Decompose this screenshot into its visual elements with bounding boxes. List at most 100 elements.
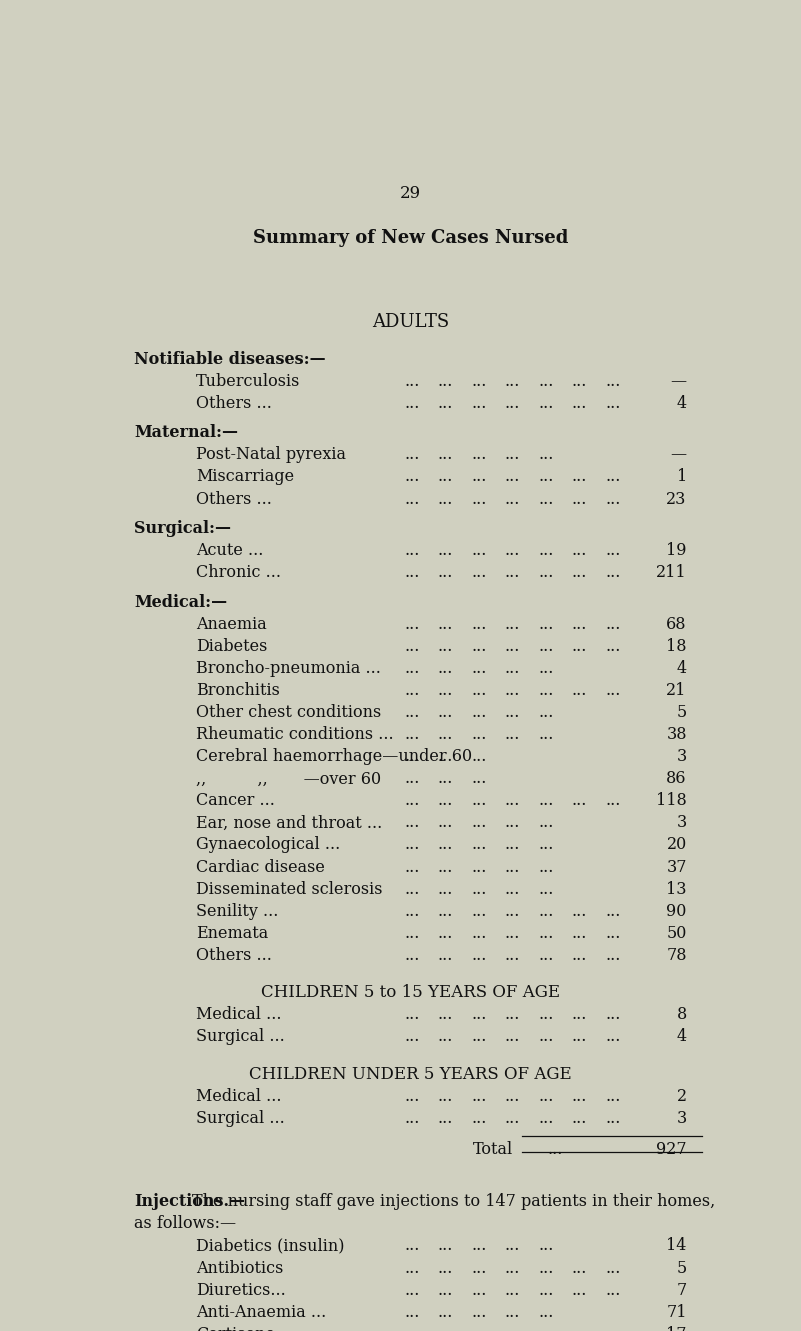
Text: ...: ... bbox=[471, 704, 487, 721]
Text: ...: ... bbox=[405, 1238, 420, 1255]
Text: Senility ...: Senility ... bbox=[196, 902, 279, 920]
Text: ...: ... bbox=[505, 836, 520, 853]
Text: ...: ... bbox=[471, 727, 487, 743]
Text: ...: ... bbox=[606, 564, 621, 582]
Text: ...: ... bbox=[606, 616, 621, 634]
Text: ...: ... bbox=[606, 1326, 621, 1331]
Text: ...: ... bbox=[505, 925, 520, 941]
Text: 20: 20 bbox=[666, 836, 686, 853]
Text: ...: ... bbox=[471, 1238, 487, 1255]
Text: ...: ... bbox=[438, 704, 453, 721]
Text: 38: 38 bbox=[666, 727, 686, 743]
Text: 118: 118 bbox=[656, 792, 686, 809]
Text: —: — bbox=[670, 446, 686, 463]
Text: 86: 86 bbox=[666, 771, 686, 788]
Text: Chronic ...: Chronic ... bbox=[196, 564, 281, 582]
Text: ...: ... bbox=[572, 792, 587, 809]
Text: ...: ... bbox=[405, 660, 420, 677]
Text: ...: ... bbox=[438, 1028, 453, 1045]
Text: Medical:—: Medical:— bbox=[135, 594, 227, 611]
Text: ...: ... bbox=[405, 683, 420, 699]
Text: ...: ... bbox=[505, 727, 520, 743]
Text: ...: ... bbox=[538, 1282, 553, 1299]
Text: ...: ... bbox=[505, 946, 520, 964]
Text: ...: ... bbox=[471, 836, 487, 853]
Text: 5: 5 bbox=[677, 1259, 686, 1276]
Text: ...: ... bbox=[538, 446, 553, 463]
Text: ...: ... bbox=[438, 395, 453, 411]
Text: ...: ... bbox=[471, 638, 487, 655]
Text: ...: ... bbox=[505, 1110, 520, 1127]
Text: ...: ... bbox=[471, 946, 487, 964]
Text: Others ...: Others ... bbox=[196, 395, 272, 411]
Text: ...: ... bbox=[405, 1110, 420, 1127]
Text: Surgical:—: Surgical:— bbox=[135, 520, 231, 538]
Text: ...: ... bbox=[572, 946, 587, 964]
Text: ...: ... bbox=[606, 373, 621, 390]
Text: ...: ... bbox=[405, 1028, 420, 1045]
Text: ...: ... bbox=[572, 564, 587, 582]
Text: Post-Natal pyrexia: Post-Natal pyrexia bbox=[196, 446, 346, 463]
Text: ...: ... bbox=[606, 638, 621, 655]
Text: ...: ... bbox=[471, 1028, 487, 1045]
Text: 13: 13 bbox=[666, 881, 686, 897]
Text: ...: ... bbox=[471, 1303, 487, 1320]
Text: Anti-Anaemia ...: Anti-Anaemia ... bbox=[196, 1303, 327, 1320]
Text: ...: ... bbox=[538, 542, 553, 559]
Text: ...: ... bbox=[405, 1326, 420, 1331]
Text: ...: ... bbox=[505, 858, 520, 876]
Text: ...: ... bbox=[538, 946, 553, 964]
Text: ...: ... bbox=[505, 469, 520, 486]
Text: ...: ... bbox=[505, 542, 520, 559]
Text: Rheumatic conditions ...: Rheumatic conditions ... bbox=[196, 727, 394, 743]
Text: 7: 7 bbox=[677, 1282, 686, 1299]
Text: ...: ... bbox=[438, 446, 453, 463]
Text: ...: ... bbox=[405, 881, 420, 897]
Text: ...: ... bbox=[505, 1028, 520, 1045]
Text: 3: 3 bbox=[677, 1110, 686, 1127]
Text: ...: ... bbox=[538, 727, 553, 743]
Text: 8: 8 bbox=[677, 1006, 686, 1024]
Text: ...: ... bbox=[505, 1006, 520, 1024]
Text: 927: 927 bbox=[656, 1141, 686, 1158]
Text: ...: ... bbox=[538, 373, 553, 390]
Text: ...: ... bbox=[606, 469, 621, 486]
Text: ...: ... bbox=[505, 1282, 520, 1299]
Text: ...: ... bbox=[572, 1028, 587, 1045]
Text: ...: ... bbox=[438, 946, 453, 964]
Text: —: — bbox=[670, 373, 686, 390]
Text: ...: ... bbox=[505, 446, 520, 463]
Text: ...: ... bbox=[547, 1141, 562, 1158]
Text: ...: ... bbox=[505, 395, 520, 411]
Text: ...: ... bbox=[438, 902, 453, 920]
Text: CHILDREN UNDER 5 YEARS OF AGE: CHILDREN UNDER 5 YEARS OF AGE bbox=[249, 1066, 572, 1082]
Text: ...: ... bbox=[405, 946, 420, 964]
Text: 211: 211 bbox=[656, 564, 686, 582]
Text: 90: 90 bbox=[666, 902, 686, 920]
Text: ...: ... bbox=[471, 491, 487, 507]
Text: ...: ... bbox=[538, 1303, 553, 1320]
Text: Medical ...: Medical ... bbox=[196, 1087, 282, 1105]
Text: ...: ... bbox=[572, 638, 587, 655]
Text: ...: ... bbox=[538, 858, 553, 876]
Text: ...: ... bbox=[538, 469, 553, 486]
Text: ...: ... bbox=[438, 881, 453, 897]
Text: Disseminated sclerosis: Disseminated sclerosis bbox=[196, 881, 383, 897]
Text: ...: ... bbox=[572, 616, 587, 634]
Text: ...: ... bbox=[505, 1087, 520, 1105]
Text: ...: ... bbox=[538, 925, 553, 941]
Text: ...: ... bbox=[606, 1087, 621, 1105]
Text: ...: ... bbox=[606, 925, 621, 941]
Text: ...: ... bbox=[471, 771, 487, 788]
Text: ...: ... bbox=[471, 564, 487, 582]
Text: ...: ... bbox=[606, 491, 621, 507]
Text: ...: ... bbox=[505, 1326, 520, 1331]
Text: Diabetics (insulin): Diabetics (insulin) bbox=[196, 1238, 345, 1255]
Text: Broncho-pneumonia ...: Broncho-pneumonia ... bbox=[196, 660, 381, 677]
Text: ...: ... bbox=[505, 683, 520, 699]
Text: Antibiotics: Antibiotics bbox=[196, 1259, 284, 1276]
Text: ...: ... bbox=[471, 373, 487, 390]
Text: ...: ... bbox=[438, 564, 453, 582]
Text: 50: 50 bbox=[666, 925, 686, 941]
Text: ,,          ,,       —over 60: ,, ,, —over 60 bbox=[196, 771, 381, 788]
